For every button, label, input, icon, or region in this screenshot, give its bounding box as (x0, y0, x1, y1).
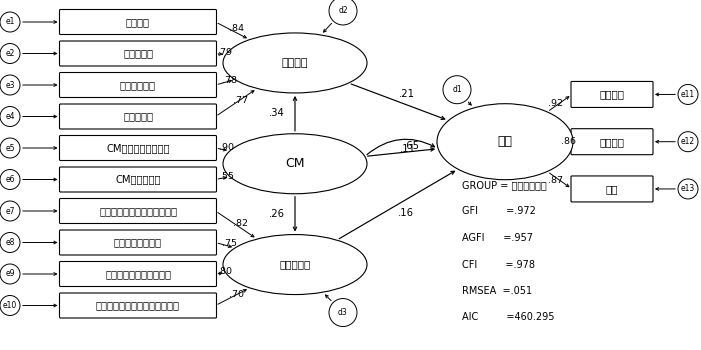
Text: おいしい: おいしい (126, 17, 150, 27)
Text: .90: .90 (219, 143, 234, 152)
Text: e9: e9 (5, 270, 15, 279)
Text: .80: .80 (217, 267, 232, 276)
Text: CMのイメージがよい: CMのイメージがよい (107, 143, 170, 153)
Text: 味の好み: 味の好み (282, 58, 308, 68)
Text: .84: .84 (229, 24, 244, 33)
Text: 飲みたい: 飲みたい (599, 137, 625, 147)
FancyBboxPatch shape (60, 198, 217, 224)
Text: きれいになれそう: きれいになれそう (114, 238, 162, 247)
Text: AGFI      =.957: AGFI =.957 (462, 233, 533, 243)
Ellipse shape (0, 264, 20, 284)
Text: 飲み飽きない: 飲み飽きない (120, 80, 156, 90)
Text: CMをよく見る: CMをよく見る (115, 175, 161, 184)
Text: .79: .79 (217, 48, 232, 57)
Text: e13: e13 (681, 184, 695, 194)
FancyBboxPatch shape (60, 167, 217, 192)
FancyBboxPatch shape (60, 261, 217, 287)
Ellipse shape (0, 12, 20, 32)
Text: ダイエット: ダイエット (280, 260, 311, 270)
Ellipse shape (678, 179, 698, 199)
FancyBboxPatch shape (60, 104, 217, 129)
FancyBboxPatch shape (571, 129, 653, 155)
Text: 好き: 好き (606, 184, 618, 194)
Text: .78: .78 (222, 76, 237, 85)
Text: AIC         =460.295: AIC =460.295 (462, 313, 554, 322)
Text: CM: CM (285, 157, 305, 170)
Text: e7: e7 (5, 206, 15, 216)
Ellipse shape (0, 106, 20, 126)
Ellipse shape (678, 132, 698, 152)
Text: RMSEA  =.051: RMSEA =.051 (462, 286, 532, 296)
Ellipse shape (0, 201, 20, 221)
FancyBboxPatch shape (60, 72, 217, 98)
Ellipse shape (0, 43, 20, 63)
Text: .87: .87 (548, 176, 563, 185)
Text: d3: d3 (338, 308, 348, 317)
Ellipse shape (0, 169, 20, 189)
Text: GFI         =.972: GFI =.972 (462, 206, 536, 217)
Text: e4: e4 (5, 112, 15, 121)
Ellipse shape (678, 84, 698, 104)
FancyBboxPatch shape (60, 135, 217, 161)
Text: .65: .65 (404, 141, 420, 151)
Ellipse shape (223, 234, 367, 295)
Text: .70: .70 (229, 290, 244, 299)
Text: e5: e5 (5, 144, 15, 153)
Text: e6: e6 (5, 175, 15, 184)
FancyBboxPatch shape (60, 9, 217, 35)
Text: e11: e11 (681, 90, 695, 99)
Text: .77: .77 (233, 96, 248, 105)
Text: .75: .75 (222, 239, 237, 248)
Text: e3: e3 (5, 80, 15, 90)
Text: .11: .11 (400, 144, 416, 154)
FancyBboxPatch shape (60, 41, 217, 66)
Text: d2: d2 (338, 6, 348, 15)
Text: d1: d1 (452, 85, 462, 94)
FancyBboxPatch shape (571, 82, 653, 107)
Text: e12: e12 (681, 137, 695, 146)
Ellipse shape (437, 104, 573, 180)
Text: 脂肪分の排出に効果がありそう: 脂肪分の排出に効果がありそう (96, 301, 180, 310)
Text: .92: .92 (548, 99, 563, 108)
Text: .16: .16 (397, 208, 414, 218)
Ellipse shape (0, 75, 20, 95)
Text: e1: e1 (6, 18, 15, 27)
Text: CFI         =.978: CFI =.978 (462, 259, 535, 270)
Text: .82: .82 (233, 218, 248, 228)
FancyBboxPatch shape (60, 293, 217, 318)
Ellipse shape (0, 138, 20, 158)
Text: 飲みやすい: 飲みやすい (123, 112, 153, 121)
Ellipse shape (0, 295, 20, 315)
Ellipse shape (223, 33, 367, 93)
FancyBboxPatch shape (60, 230, 217, 255)
Text: 後味が良い: 後味が良い (123, 49, 153, 58)
FancyBboxPatch shape (571, 176, 653, 202)
Ellipse shape (443, 76, 471, 104)
Text: スタイルがよくなりそう: スタイルがよくなりそう (105, 269, 171, 279)
Text: .26: .26 (269, 209, 285, 219)
Text: 買いたい: 買いたい (599, 90, 625, 99)
Text: .21: .21 (399, 89, 414, 99)
Text: GROUP = ドリンク全体: GROUP = ドリンク全体 (462, 180, 547, 190)
Text: e8: e8 (6, 238, 15, 247)
Text: .86: .86 (561, 137, 576, 146)
Ellipse shape (329, 299, 357, 327)
Text: 魅力: 魅力 (498, 135, 512, 148)
Text: e10: e10 (3, 301, 17, 310)
Ellipse shape (223, 134, 367, 194)
Text: .34: .34 (269, 108, 285, 118)
Text: .55: .55 (219, 172, 234, 181)
Ellipse shape (329, 0, 357, 25)
Text: ダイエットに効果がありそう: ダイエットに効果がありそう (99, 206, 177, 216)
Text: e2: e2 (6, 49, 15, 58)
Ellipse shape (0, 232, 20, 252)
